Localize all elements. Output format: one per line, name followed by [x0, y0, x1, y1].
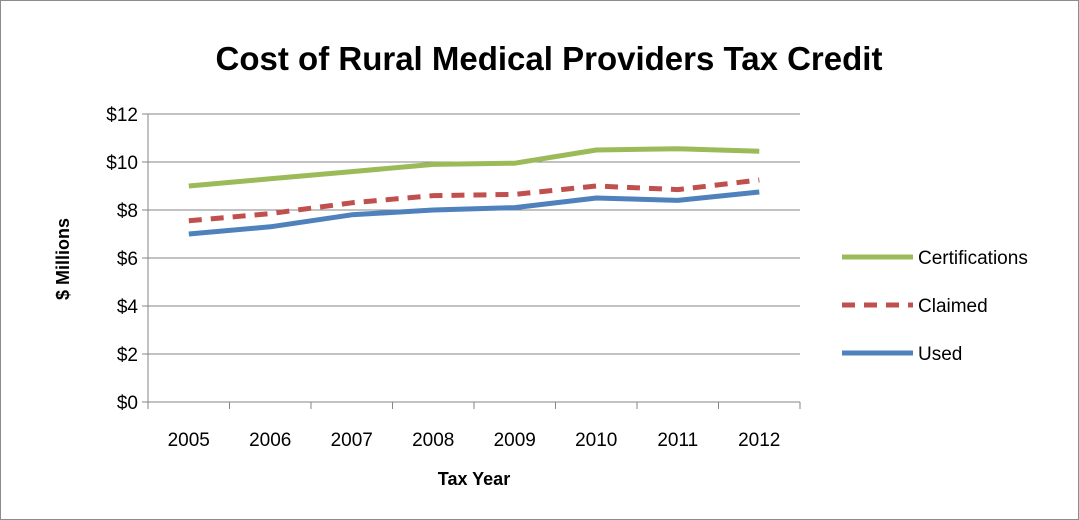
x-tick-label: 2006: [249, 430, 291, 451]
y-tick-label: $12: [106, 105, 138, 126]
x-axis-label: Tax Year: [438, 469, 510, 489]
chart-title: Cost of Rural Medical Providers Tax Cred…: [216, 40, 883, 77]
x-tick-labels: 2005 2006 2007 2008 2009 2010 2011 2012: [168, 430, 781, 451]
y-tick-label: $0: [117, 393, 138, 414]
legend-label: Certifications: [918, 248, 1028, 269]
x-tick-label: 2008: [412, 430, 454, 451]
series-lines: [188, 146, 760, 237]
legend-label: Claimed: [918, 296, 988, 317]
series-line-certifications: [188, 146, 760, 189]
x-tick-label: 2009: [494, 430, 536, 451]
series-line-used: [188, 189, 760, 237]
axes: [142, 113, 801, 409]
x-tick-label: 2005: [168, 430, 210, 451]
x-tick-label: 2010: [575, 430, 617, 451]
series-line-claimed: [188, 177, 760, 224]
y-tick-label: $10: [106, 153, 138, 174]
y-tick-label: $8: [117, 201, 138, 222]
y-tick-label: $2: [117, 345, 138, 366]
y-tick-label: $4: [117, 297, 139, 318]
legend-label: Used: [918, 344, 962, 365]
x-tick-label: 2011: [657, 430, 698, 451]
y-axis-label: $ Millions: [53, 218, 73, 300]
legend: Certifications Claimed Used: [842, 248, 1028, 365]
y-tick-labels: $0 $2 $4 $6 $8 $10 $12: [106, 105, 138, 414]
y-tick-label: $6: [117, 249, 138, 270]
x-tick-label: 2012: [738, 430, 780, 451]
x-tick-label: 2007: [331, 430, 373, 451]
